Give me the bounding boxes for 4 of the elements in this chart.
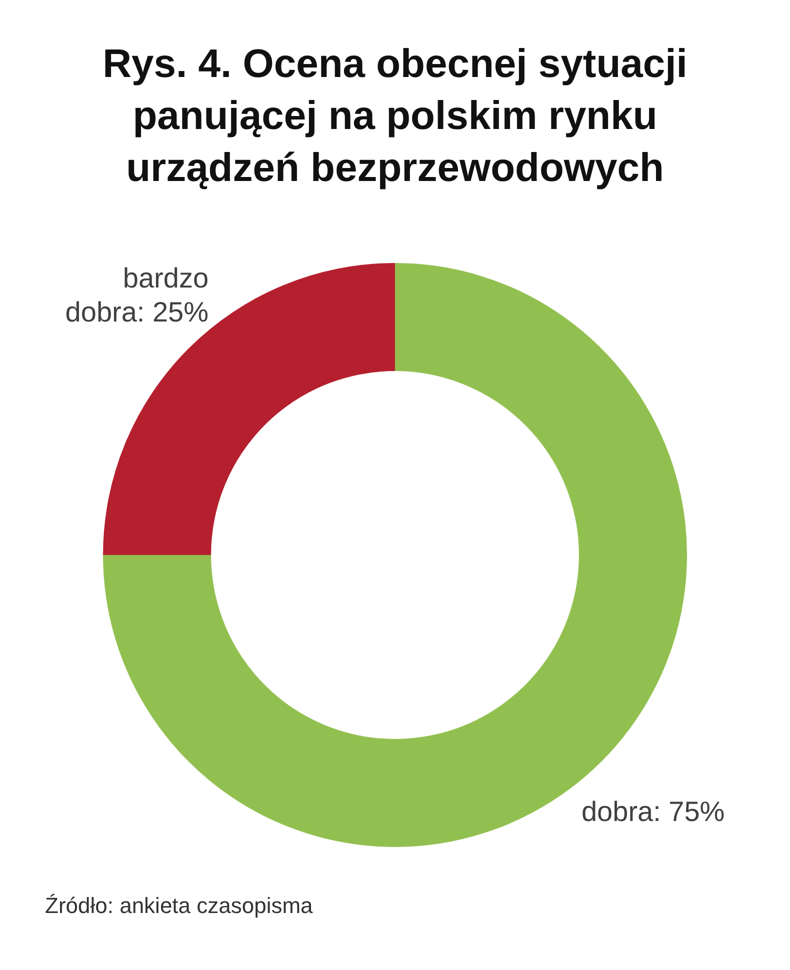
chart-title: Rys. 4. Ocena obecnej sytuacji panującej na polskim rynku urządzeń bezprzewodowych (102, 41, 688, 192)
slice-label: bardzo dobra: 25% (65, 262, 209, 328)
text: Źródło: ankieta czasopisma (44, 893, 314, 919)
slice-label: dobra: 75% (581, 796, 725, 827)
